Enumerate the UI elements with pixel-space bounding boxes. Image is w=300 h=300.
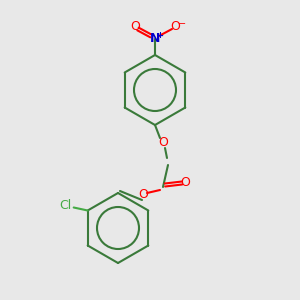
Text: −: − — [178, 19, 186, 29]
Text: Cl: Cl — [60, 199, 72, 212]
Text: O: O — [170, 20, 180, 34]
Text: O: O — [180, 176, 190, 188]
Text: N: N — [150, 32, 160, 46]
Text: O: O — [130, 20, 140, 34]
Text: O: O — [158, 136, 168, 149]
Text: O: O — [138, 188, 148, 202]
Text: +: + — [157, 31, 164, 40]
